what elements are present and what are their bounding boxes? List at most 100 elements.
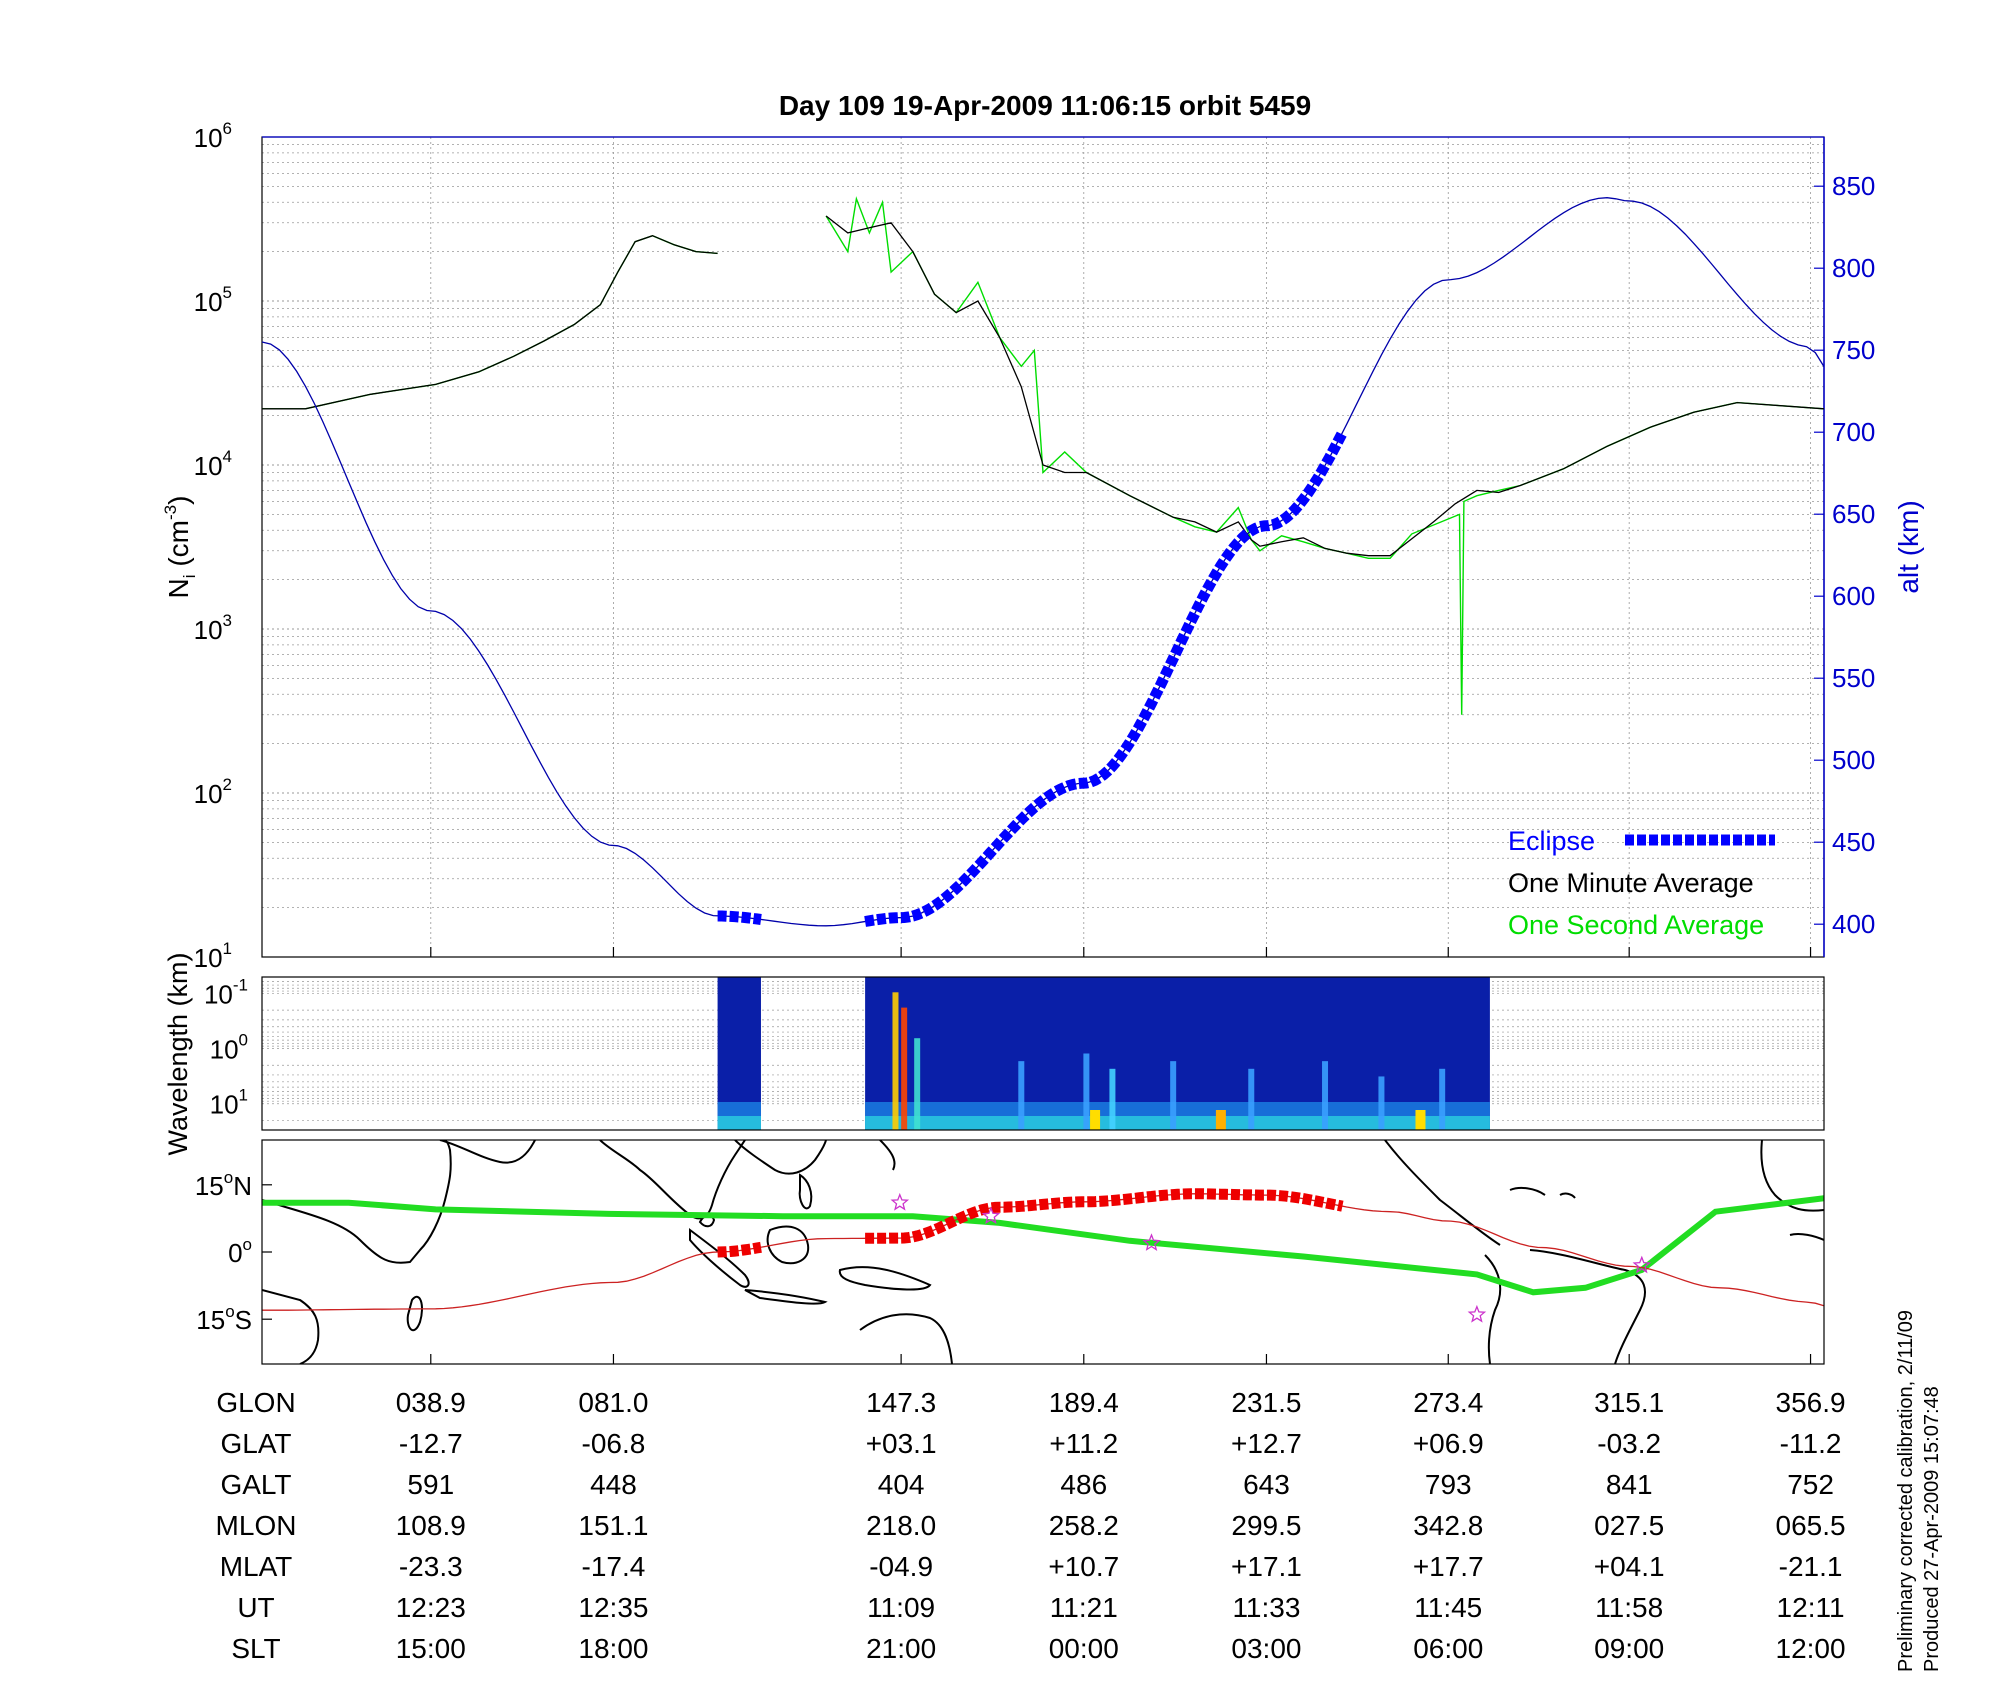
spectrogram-streak xyxy=(1439,1068,1446,1130)
eclipse-segment xyxy=(717,910,762,925)
table-cell: -11.2 xyxy=(1780,1428,1842,1459)
table-cell: +11.2 xyxy=(1049,1428,1118,1459)
station-star-marker xyxy=(981,1206,1001,1225)
table-cell: 752 xyxy=(1787,1469,1834,1500)
top-series xyxy=(262,196,1824,927)
spectrogram-hotspot xyxy=(1415,1110,1426,1130)
calibration-note: Preliminary corrected calibration, 2/11/… xyxy=(1895,1310,1917,1672)
table-cell: 027.5 xyxy=(1594,1510,1664,1541)
table-cell: 12:23 xyxy=(396,1592,466,1623)
table-cell: 11:33 xyxy=(1232,1592,1300,1623)
table-cell: 643 xyxy=(1243,1469,1290,1500)
one-minute-series xyxy=(262,215,1824,557)
table-cell: 11:45 xyxy=(1414,1592,1482,1623)
right-tick-label: 850 xyxy=(1832,171,1875,201)
spectrogram-streak xyxy=(892,992,899,1130)
station-star-marker xyxy=(1632,1255,1652,1274)
altitude-series xyxy=(262,197,1824,927)
table-cell: 151.1 xyxy=(578,1510,648,1541)
coast-philippines xyxy=(798,1173,813,1210)
legend-eclipse-label: Eclipse xyxy=(1508,826,1595,856)
coast-china xyxy=(734,1140,827,1175)
spectrogram-streak xyxy=(1083,1053,1090,1130)
left-tick-label: 105 xyxy=(194,283,232,317)
table-cell: 841 xyxy=(1606,1469,1653,1500)
table-row-label: SLT xyxy=(231,1633,280,1664)
spectrogram-streak xyxy=(1378,1076,1385,1130)
legend-one-minute-label: One Minute Average xyxy=(1508,868,1754,898)
coast-madagascar xyxy=(406,1295,423,1332)
table-cell: 09:00 xyxy=(1594,1633,1664,1664)
coast-arabia xyxy=(439,1140,536,1164)
wavelength-tick-label: 100 xyxy=(210,1031,248,1065)
map-eclipse-segment xyxy=(717,1241,762,1258)
left-tick-label: 106 xyxy=(194,119,232,153)
left-axis-label: Ni (cm-3) xyxy=(161,496,199,599)
table-cell: 00:00 xyxy=(1049,1633,1119,1664)
table-cell: 12:35 xyxy=(578,1592,648,1623)
table-cell: -17.4 xyxy=(582,1551,646,1582)
right-tick-label: 700 xyxy=(1832,417,1875,447)
chart-title: Day 109 19-Apr-2009 11:06:15 orbit 5459 xyxy=(779,90,1311,121)
right-tick-label: 500 xyxy=(1832,745,1875,775)
table-cell: 315.1 xyxy=(1594,1387,1664,1418)
map-latitude-tick-labels: 15oN 0o 15oS xyxy=(195,1168,252,1335)
coast-gulf-guinea xyxy=(1789,1232,1824,1241)
table-cell: +17.7 xyxy=(1413,1551,1484,1582)
table-cell: 06:00 xyxy=(1413,1633,1483,1664)
table-cell: 448 xyxy=(590,1469,637,1500)
spectrogram-base-band xyxy=(717,1116,761,1130)
table-cell: 03:00 xyxy=(1231,1633,1301,1664)
coast-japan xyxy=(879,1140,896,1171)
coastlines xyxy=(262,1140,1824,1364)
left-tick-labels: 101 102 103 104 105 106 xyxy=(194,119,232,973)
table-cell: 299.5 xyxy=(1231,1510,1301,1541)
spectrogram-base-band xyxy=(865,1116,1490,1130)
table-cell: +12.7 xyxy=(1231,1428,1302,1459)
coast-new-guinea xyxy=(838,1266,932,1291)
right-tick-label: 650 xyxy=(1832,499,1875,529)
spectrogram-hotspot xyxy=(1090,1110,1101,1130)
table-row-label: GALT xyxy=(220,1469,291,1500)
right-tick-labels: 400 450 500 550 600 650 700 750 800 850 xyxy=(1814,171,1875,939)
right-tick-label: 750 xyxy=(1832,335,1875,365)
table-cell: 12:11 xyxy=(1777,1592,1845,1623)
table-cell: 147.3 xyxy=(866,1387,936,1418)
table-cell: +03.1 xyxy=(866,1428,937,1459)
wavelength-tick-label: 10-1 xyxy=(204,976,248,1010)
density-altitude-panel: 101 102 103 104 105 106 400 450 500 550 600 650 700… xyxy=(161,119,1924,973)
table-cell: 793 xyxy=(1425,1469,1472,1500)
table-cell: 12:00 xyxy=(1776,1633,1846,1664)
coast-west-africa xyxy=(1760,1140,1824,1212)
legend-one-second-label: One Second Average xyxy=(1508,910,1764,940)
table-cell: 18:00 xyxy=(578,1633,648,1664)
table-row-label: UT xyxy=(237,1592,274,1623)
ground-track-map-panel: 15oN 0o 15oS xyxy=(195,1139,1825,1365)
left-tick-label: 104 xyxy=(194,447,232,481)
table-cell: -06.8 xyxy=(582,1428,646,1459)
coast-africa-east xyxy=(262,1140,452,1264)
table-cell: 356.9 xyxy=(1776,1387,1846,1418)
wavelength-tick-label: 101 xyxy=(210,1086,248,1120)
table-cell: -04.9 xyxy=(869,1551,933,1582)
table-cell: 218.0 xyxy=(866,1510,936,1541)
table-cell: 342.8 xyxy=(1413,1510,1483,1541)
spectrogram-streak xyxy=(1018,1061,1025,1130)
table-cell: +04.1 xyxy=(1594,1551,1665,1582)
table-row-label: GLON xyxy=(216,1387,295,1418)
coast-borneo xyxy=(766,1225,810,1265)
table-cell: 108.9 xyxy=(396,1510,466,1541)
map-lat-tick-label: 15oN xyxy=(195,1168,252,1201)
table-row-label: MLON xyxy=(216,1510,297,1541)
table-cell: 038.9 xyxy=(396,1387,466,1418)
orbit-parameter-table: GLON GLAT GALT MLON MLAT UT SLT 038.9 -12.7 591 10… xyxy=(216,1387,1846,1664)
table-cell: 11:58 xyxy=(1595,1592,1663,1623)
left-tick-label: 103 xyxy=(194,611,232,645)
table-cell: 11:09 xyxy=(867,1592,935,1623)
coast-sumatra xyxy=(689,1227,750,1288)
table-cell: 21:00 xyxy=(866,1633,936,1664)
table-cell: 11:21 xyxy=(1050,1592,1118,1623)
station-star-marker xyxy=(1142,1233,1161,1251)
table-cell: +10.7 xyxy=(1048,1551,1119,1582)
